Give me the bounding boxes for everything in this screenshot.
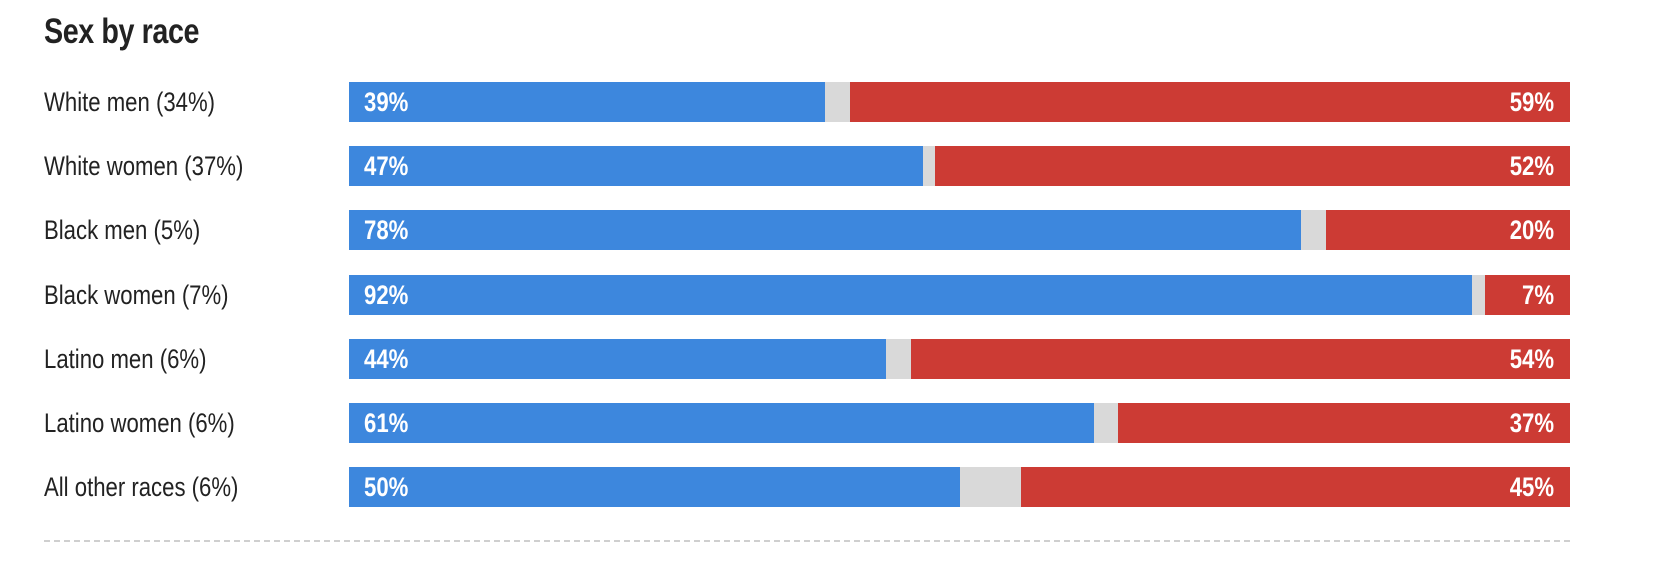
data-label-series-2: 52% (1509, 151, 1554, 181)
stacked-bar: 47% 52% (349, 146, 1570, 186)
data-label-series-1: 50% (364, 472, 409, 502)
stacked-bar: 61% 37% (349, 403, 1570, 443)
data-label-series-1: 44% (364, 344, 409, 374)
row-label: Black women (7%) (44, 280, 229, 310)
stacked-bar: 92% 7% (349, 275, 1570, 315)
bottom-divider (44, 540, 1570, 542)
data-label-series-2: 45% (1509, 472, 1554, 502)
row-label: All other races (6%) (44, 472, 239, 502)
stacked-bar: 50% 45% (349, 467, 1570, 507)
bar-segment-series-1: 92% (349, 275, 1473, 315)
chart-title: Sex by race (44, 12, 200, 51)
bar-segment-series-2: 20% (1325, 210, 1570, 250)
row-label: White women (37%) (44, 151, 244, 181)
data-label-series-2: 20% (1509, 215, 1554, 245)
bar-segment-series-1: 50% (349, 467, 960, 507)
data-label-series-2: 37% (1509, 408, 1554, 438)
stacked-bar: 78% 20% (349, 210, 1570, 250)
row-label: White men (34%) (44, 87, 216, 117)
bar-segment-series-1: 44% (349, 339, 887, 379)
data-label-series-2: 54% (1509, 344, 1554, 374)
bar-segment-series-2: 45% (1020, 467, 1570, 507)
bar-segment-series-1: 61% (349, 403, 1094, 443)
data-label-series-1: 39% (364, 87, 409, 117)
bar-segment-series-2: 52% (935, 146, 1570, 186)
data-label-series-2: 7% (1521, 280, 1554, 310)
data-label-series-1: 61% (364, 408, 409, 438)
data-label-series-1: 78% (364, 215, 409, 245)
bar-segment-series-1: 78% (349, 210, 1302, 250)
stacked-bar: 44% 54% (349, 339, 1570, 379)
bar-segment-series-1: 47% (349, 146, 923, 186)
bar-segment-series-2: 54% (910, 339, 1570, 379)
row-label: Latino men (6%) (44, 344, 207, 374)
data-label-series-1: 47% (364, 151, 409, 181)
row-label: Black men (5%) (44, 215, 201, 245)
bar-segment-series-2: 37% (1118, 403, 1570, 443)
stacked-bar: 39% 59% (349, 82, 1570, 122)
bar-segment-series-2: 59% (849, 82, 1570, 122)
bar-segment-series-2: 7% (1484, 275, 1570, 315)
data-label-series-1: 92% (364, 280, 409, 310)
bar-segment-series-1: 39% (349, 82, 826, 122)
data-label-series-2: 59% (1509, 87, 1554, 117)
row-label: Latino women (6%) (44, 408, 235, 438)
